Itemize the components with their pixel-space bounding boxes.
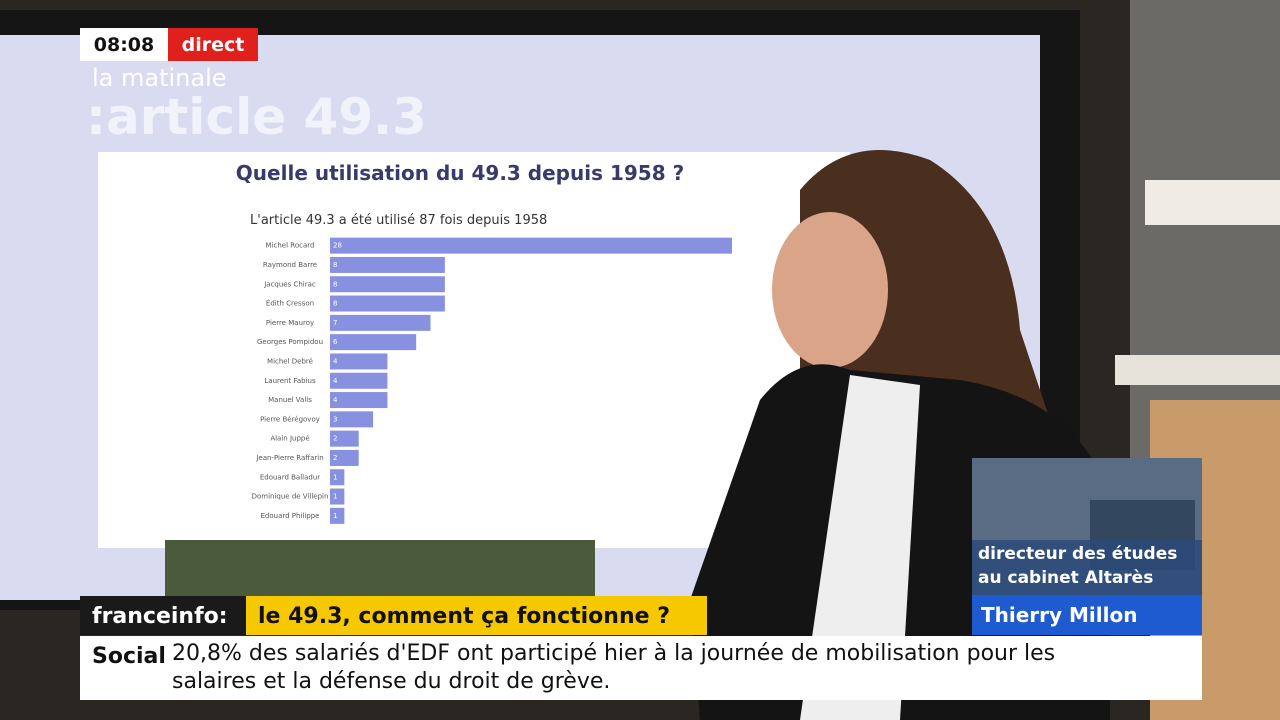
channel: franceinfo: <box>92 604 228 629</box>
value-label: 1 <box>333 512 337 520</box>
value-label: 8 <box>333 261 337 269</box>
category-label: Laurent Fabius <box>264 377 316 385</box>
guest-role-box <box>972 540 1202 595</box>
guest-name-box <box>972 595 1202 635</box>
category-label: Michel Debré <box>267 357 313 365</box>
topic: :article 49.3 <box>86 88 427 146</box>
bar <box>330 237 732 254</box>
presenter-face <box>772 212 888 368</box>
bar <box>330 295 445 312</box>
bar <box>330 353 388 370</box>
ticker-text: 20,8% des salariés d'EDF ont participé h… <box>172 641 1056 694</box>
category-label: Manuel Valls <box>268 396 312 404</box>
value-label: 1 <box>333 493 337 501</box>
value-label: 6 <box>333 338 338 346</box>
show-name: la matinale <box>92 64 227 92</box>
value-label: 7 <box>333 319 337 327</box>
guest-role-wrap: directeur des études au cabinet Altarès <box>978 544 1178 588</box>
value-label: 2 <box>333 435 337 443</box>
guest-role: directeur des études au cabinet Altarès <box>978 544 1178 588</box>
category-label: Jacques Chirac <box>263 280 316 288</box>
value-label: 2 <box>333 454 337 462</box>
bar <box>330 430 359 447</box>
category-label: Édith Cresson <box>266 299 314 308</box>
value-label: 4 <box>333 377 338 385</box>
bar <box>330 256 445 273</box>
bar <box>330 392 388 409</box>
value-label: 28 <box>333 242 342 250</box>
bar <box>330 488 345 505</box>
studio-light <box>1145 180 1280 225</box>
studio-window <box>1130 0 1280 460</box>
studio-light <box>1115 355 1280 385</box>
chart-panel <box>98 152 850 548</box>
bar <box>330 334 417 351</box>
category-label: Edouard Philippe <box>261 512 320 520</box>
live-box <box>168 28 258 61</box>
ticker-label: Social <box>92 644 166 669</box>
ticker-box <box>80 636 1202 700</box>
bar <box>330 449 359 466</box>
time-box <box>80 28 168 61</box>
headline: le 49.3, comment ça fonctionne ? <box>258 604 670 629</box>
category-label: Raymond Barre <box>263 261 317 269</box>
bar <box>330 507 345 524</box>
channel-box <box>80 596 246 635</box>
presenter-shirt <box>800 375 920 720</box>
value-label: 4 <box>333 357 338 365</box>
bar <box>330 276 445 293</box>
ticker-text-wrap: 20,8% des salariés d'EDF ont participé h… <box>172 641 1056 694</box>
bar <box>330 469 345 486</box>
category-label: Pierre Bérégovoy <box>260 415 320 423</box>
chart-title: Quelle utilisation du 49.3 depuis 1958 ? <box>236 161 684 185</box>
value-label: 3 <box>333 415 337 423</box>
bar <box>330 411 374 428</box>
category-label: Michel Rocard <box>266 242 315 250</box>
bar <box>330 314 431 331</box>
bar <box>330 372 388 389</box>
time: 08:08 <box>94 34 154 56</box>
value-label: 8 <box>333 300 337 308</box>
value-label: 8 <box>333 280 337 288</box>
inset-video <box>165 540 595 600</box>
category-label: Dominique de Villepin <box>252 493 329 501</box>
guest-name: Thierry Millon <box>981 603 1137 627</box>
category-label: Pierre Mauroy <box>266 319 314 327</box>
category-label: Jean-Pierre Raffarin <box>255 454 323 462</box>
value-label: 4 <box>333 396 338 404</box>
live-label: direct <box>182 34 245 56</box>
chart-subtitle: L'article 49.3 a été utilisé 87 fois dep… <box>250 213 547 228</box>
value-label: 1 <box>333 473 337 481</box>
category-label: Georges Pompidou <box>257 338 323 346</box>
category-label: Alain Juppé <box>270 435 309 443</box>
headline-box <box>246 596 707 635</box>
category-label: Edouard Balladur <box>260 473 320 481</box>
